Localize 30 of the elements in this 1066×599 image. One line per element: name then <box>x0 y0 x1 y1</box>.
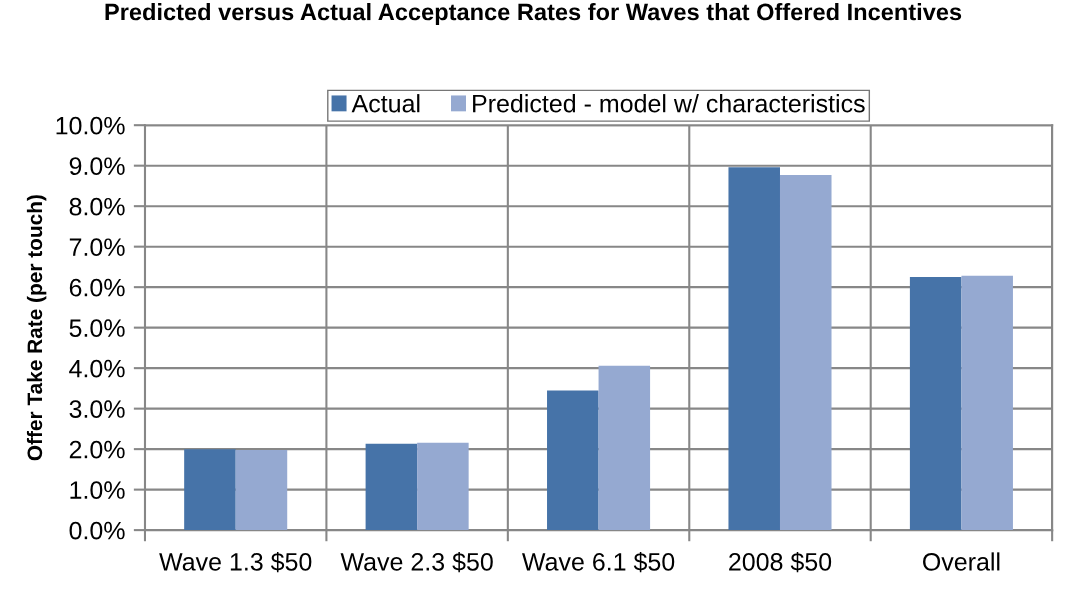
bar <box>547 390 599 531</box>
x-tick-label: Overall <box>923 552 1000 571</box>
bar <box>235 449 288 531</box>
y-tick-label: 7.0% <box>69 238 125 256</box>
y-tick-label: 8.0% <box>69 197 125 216</box>
y-tick-label: 6.0% <box>69 278 125 297</box>
y-tick-label: 0.0% <box>69 521 125 540</box>
y-tick-label: 4.0% <box>69 359 125 378</box>
bar <box>417 442 469 531</box>
bar <box>598 365 651 531</box>
bar <box>909 277 962 531</box>
y-tick-label: 3.0% <box>69 400 125 418</box>
y-tick-label: 10.0% <box>56 116 125 135</box>
bar <box>365 443 418 531</box>
legend-label: Predicted - model w/ characteristics <box>473 94 865 113</box>
y-tick-label: 2.0% <box>69 440 125 459</box>
y-tick-label: 1.0% <box>70 481 125 499</box>
chart-title: Predicted versus Actual Acceptance Rates for Waves that Offered Incentives <box>105 3 962 25</box>
bar <box>728 167 780 531</box>
y-axis-title: Offer Take Rate (per touch) <box>26 195 47 461</box>
legend-label: Actual <box>351 94 420 113</box>
bar <box>961 275 1013 531</box>
x-tick-label: Wave 1.3 $50 <box>159 551 312 573</box>
x-tick-label: Wave 6.1 $50 <box>522 551 675 573</box>
y-tick-label: 5.0% <box>69 319 125 337</box>
x-tick-label: Wave 2.3 $50 <box>340 551 493 573</box>
x-tick-label: 2008 $50 <box>729 551 832 573</box>
y-tick-label: 9.0% <box>69 157 125 175</box>
bar <box>184 449 236 531</box>
bar <box>779 175 832 531</box>
